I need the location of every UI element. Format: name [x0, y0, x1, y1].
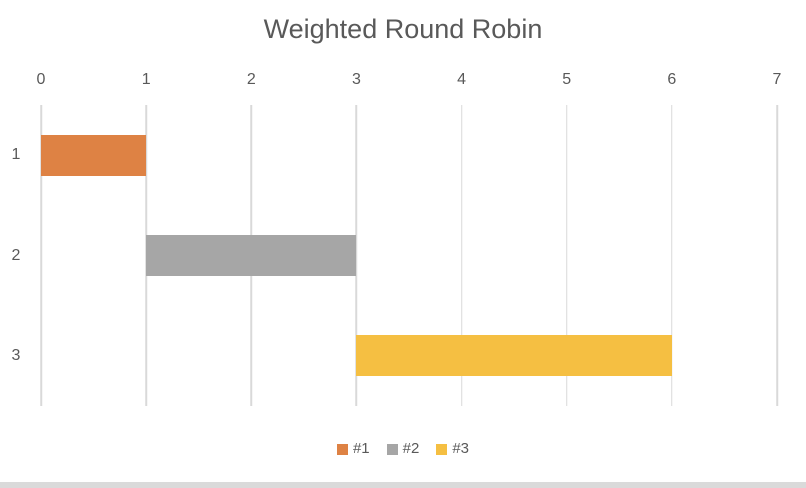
x-axis-tick-label: 6 [667, 71, 677, 88]
x-axis-tick-label: 5 [562, 71, 572, 88]
legend-label: #1 [352, 440, 370, 457]
legend-label: #2 [402, 440, 420, 457]
x-axis-tick-label: 0 [36, 71, 46, 88]
bar-series-3 [356, 335, 672, 377]
gridline-x-4 [460, 105, 463, 406]
chart-title: Weighted Round Robin [263, 14, 543, 44]
y-axis-category-label: 2 [11, 246, 21, 264]
chart-legend: #1 #2 #3 [0, 441, 806, 457]
gridline-x-7 [776, 105, 778, 406]
x-axis-tick-label: 1 [141, 71, 151, 88]
legend-item-2: #2 [386, 440, 420, 457]
y-axis-category-label: 3 [11, 346, 21, 364]
legend-swatch-icon [386, 443, 398, 455]
x-axis-tick-label: 2 [246, 71, 256, 88]
bar-series-1 [41, 134, 147, 176]
x-axis-tick-label: 4 [457, 71, 467, 88]
legend-swatch-icon [336, 443, 348, 455]
legend-item-3: #3 [436, 441, 469, 457]
window-bottom-edge [0, 482, 806, 488]
gridline-x-0 [40, 105, 42, 406]
gridline-x-5 [565, 105, 568, 406]
x-axis-tick-label: 3 [351, 71, 361, 88]
x-axis-tick-label: 7 [772, 71, 782, 88]
gridline-x-6 [671, 105, 673, 406]
gridline-x-3 [355, 105, 358, 406]
bar-series-2 [146, 235, 357, 276]
y-axis-category-label: 1 [11, 146, 21, 164]
legend-swatch-icon [436, 443, 448, 455]
legend-label: #3 [452, 440, 470, 457]
legend-item-1: #1 [336, 440, 370, 457]
